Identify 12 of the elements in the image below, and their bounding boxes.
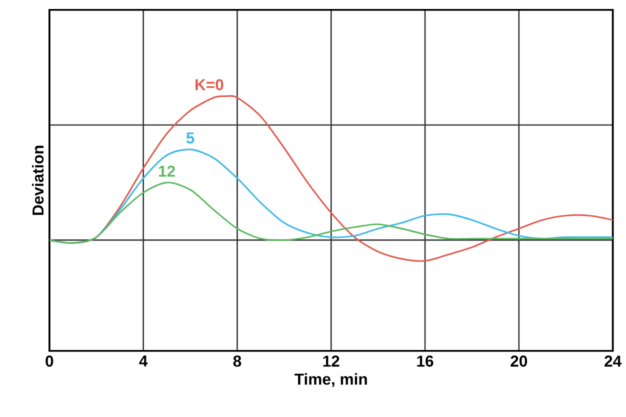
series-label: 5 — [186, 132, 194, 144]
series-label: 12 — [158, 166, 175, 177]
x-tick-label: 8 — [233, 356, 242, 367]
x-tick-label: 24 — [604, 356, 622, 367]
x-tick-label: 16 — [417, 356, 434, 367]
series-label: K=0 — [196, 79, 224, 90]
x-tick-label: 4 — [139, 356, 148, 366]
y-axis-title: Deviation — [32, 146, 44, 215]
x-axis-title: Time, min — [294, 373, 367, 388]
x-tick-label: 0 — [46, 356, 54, 367]
x-tick-label: 12 — [323, 356, 340, 367]
x-tick-label: 20 — [510, 356, 528, 367]
